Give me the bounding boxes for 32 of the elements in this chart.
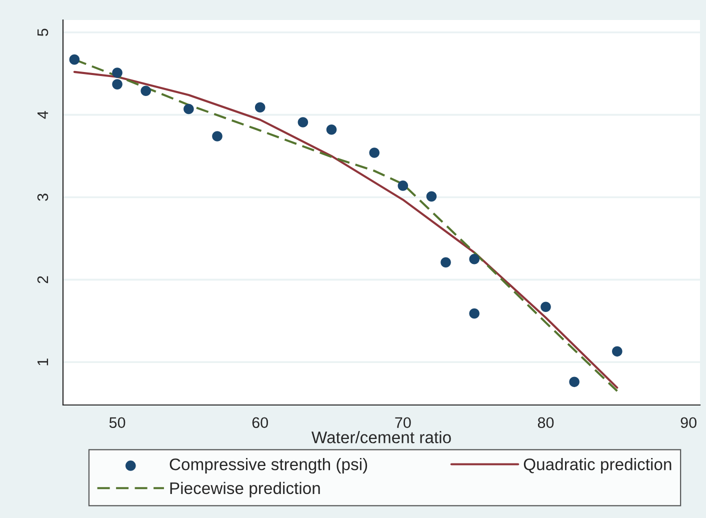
x-tick-label: 50 [109,417,126,428]
point [540,302,551,312]
point [184,104,194,114]
y-tick-label: 3 [37,194,48,201]
point [112,79,122,90]
point [612,346,622,357]
legend-label: Compressive strength (psi) [170,458,368,474]
legend-label: Quadratic prediction [524,458,672,474]
point [254,102,266,113]
y-tick-label: 1 [38,358,48,366]
x-tick-label: 90 [680,417,696,428]
point [426,191,437,202]
point [69,54,80,65]
point [569,376,580,388]
point [398,180,408,191]
y-tick-label: 2 [37,276,48,284]
point [140,86,151,96]
x-axis-title: Water/cement ratio [311,431,451,444]
point [112,68,122,78]
point [298,117,308,128]
legend-label: Piecewise prediction [170,482,320,498]
point [326,124,337,135]
point [469,308,480,319]
x-tick-label: 60 [252,417,268,428]
point [440,257,451,268]
y-tick-label: 4 [38,111,48,119]
point [369,148,380,158]
point [469,254,480,264]
point [212,131,222,142]
x-tick-label: 70 [395,417,411,428]
y-tick-label: 5 [38,28,48,36]
x-tick-label: 80 [538,417,554,428]
